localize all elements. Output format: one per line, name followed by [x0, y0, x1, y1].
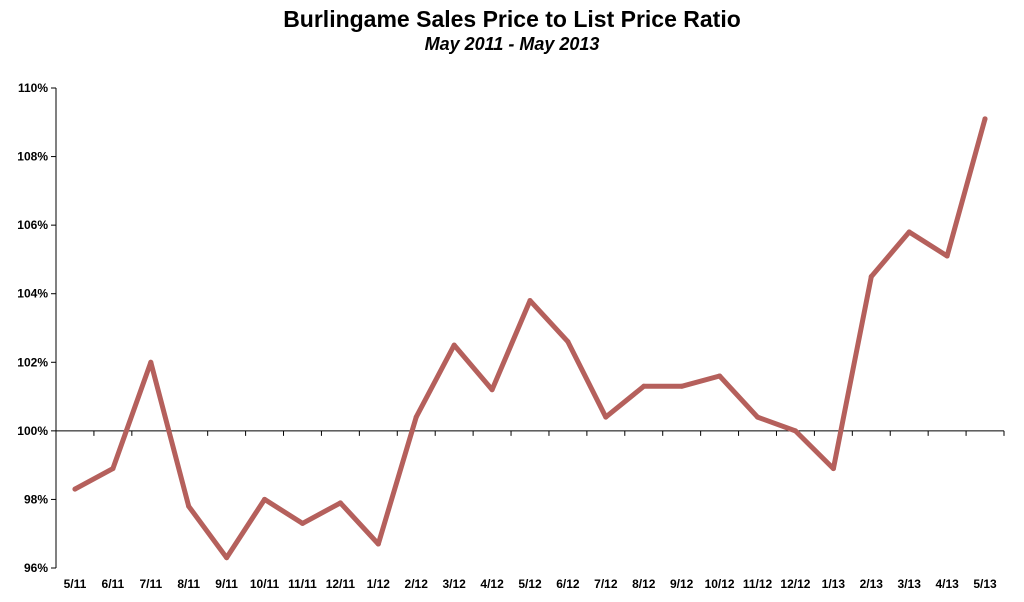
x-tick-label: 7/11: [139, 577, 162, 591]
data-point: [413, 414, 419, 420]
x-tick-label: 3/12: [442, 577, 466, 591]
x-tick-label: 6/12: [556, 577, 580, 591]
data-point: [451, 342, 457, 348]
x-tick-label: 2/12: [405, 577, 429, 591]
data-point: [944, 253, 950, 259]
data-point: [375, 541, 381, 547]
y-tick-label: 104%: [17, 287, 48, 301]
y-tick-label: 96%: [24, 561, 48, 575]
x-tick-label: 5/11: [64, 577, 87, 591]
data-point: [224, 555, 230, 561]
x-axis-ticks: 5/11 6/11 7/11 8/11 9/11 10/11 11/11 12/11 1/12 2…: [55, 430, 1005, 591]
x-tick-label: 5/12: [518, 577, 542, 591]
data-point: [565, 339, 571, 345]
data-point: [982, 116, 988, 122]
series-line: [72, 116, 988, 561]
y-tick-label: 100%: [17, 424, 48, 438]
x-tick-label: 8/11: [177, 577, 200, 591]
x-tick-label: 12/11: [326, 577, 356, 591]
x-tick-label: 4/12: [480, 577, 504, 591]
x-tick-label: 10/11: [250, 577, 280, 591]
x-tick-label: 1/13: [822, 577, 846, 591]
data-point: [299, 520, 305, 526]
data-point: [679, 383, 685, 389]
x-tick-label: 11/11: [288, 577, 317, 591]
x-tick-label: 7/12: [594, 577, 618, 591]
series-group: [72, 116, 988, 561]
data-point: [868, 274, 874, 280]
y-tick-label: 106%: [17, 218, 48, 232]
x-tick-label: 5/13: [973, 577, 997, 591]
data-point: [830, 466, 836, 472]
data-point: [792, 428, 798, 434]
y-tick-label: 110%: [18, 81, 48, 95]
x-tick-label: 4/13: [935, 577, 959, 591]
x-tick-label: 8/12: [632, 577, 656, 591]
data-point: [148, 359, 154, 365]
data-point: [72, 486, 78, 492]
y-tick-label: 98%: [24, 492, 48, 506]
data-point: [603, 414, 609, 420]
axes: [55, 88, 1004, 568]
x-tick-label: 12/12: [780, 577, 810, 591]
data-point: [755, 414, 761, 420]
x-tick-label: 2/13: [860, 577, 884, 591]
data-point: [489, 387, 495, 393]
data-point: [906, 229, 912, 235]
data-point: [186, 503, 192, 509]
data-point: [641, 383, 647, 389]
x-tick-label: 9/12: [670, 577, 694, 591]
data-point: [110, 466, 116, 472]
data-point: [717, 373, 723, 379]
y-axis-ticks: 96% 98% 100% 102% 104% 106% 108% 110%: [17, 81, 56, 575]
y-tick-label: 108%: [17, 150, 48, 164]
x-tick-label: 10/12: [705, 577, 735, 591]
data-point: [337, 500, 343, 506]
chart-subtitle: May 2011 - May 2013: [424, 34, 600, 54]
x-tick-label: 6/11: [102, 577, 125, 591]
x-tick-label: 3/13: [898, 577, 922, 591]
data-point: [262, 496, 268, 502]
x-tick-label: 9/11: [215, 577, 238, 591]
data-point: [527, 298, 533, 304]
x-tick-label: 1/12: [367, 577, 391, 591]
chart-title: Burlingame Sales Price to List Price Rat…: [283, 6, 741, 32]
y-tick-label: 102%: [17, 355, 48, 369]
x-tick-label: 11/12: [743, 577, 773, 591]
